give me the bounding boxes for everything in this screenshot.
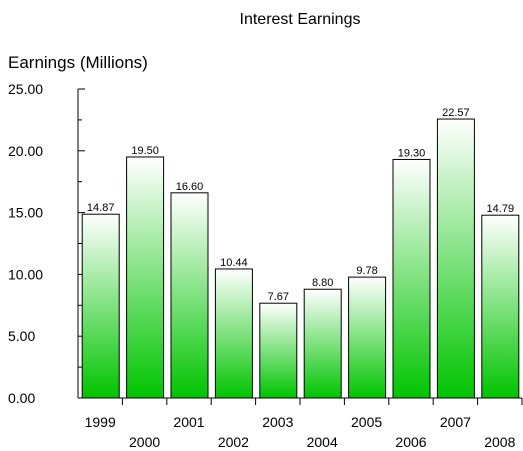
data-label-2003: 7.67: [268, 291, 289, 303]
y-axis: 0.00 5.00 10.00 15.00 20.00 25.00: [8, 81, 85, 406]
x-tick-label-2007: 2007: [440, 414, 471, 430]
y-tick-label: 5.00: [8, 328, 35, 344]
x-axis: 1999 2000 2001 2002 2003 2004 2005 2006 2007 2008: [78, 397, 523, 450]
x-tick-label-2002: 2002: [218, 434, 249, 450]
x-tick-label-1999: 1999: [85, 414, 116, 430]
bar-2006: [392, 158, 431, 399]
bar-1999: [81, 213, 120, 399]
data-label-2005: 9.78: [356, 265, 377, 277]
data-label-2007: 22.57: [442, 107, 470, 119]
bars: [81, 118, 520, 399]
chart-title: Interest Earnings: [240, 11, 361, 28]
data-label-1999: 14.87: [87, 202, 115, 214]
x-tick-label-2006: 2006: [395, 434, 426, 450]
data-label-2001: 16.60: [176, 181, 204, 193]
bar-2001: [170, 192, 209, 399]
data-label-2000: 19.50: [131, 145, 159, 157]
data-label-2006: 19.30: [398, 147, 426, 159]
x-tick-label-2003: 2003: [262, 414, 293, 430]
data-label-2002: 10.44: [220, 257, 248, 269]
bar-2008: [481, 214, 520, 399]
x-tick-label-2000: 2000: [129, 434, 160, 450]
bar-2002: [214, 268, 253, 399]
x-tick-label-2004: 2004: [307, 434, 338, 450]
bar-2003: [259, 302, 298, 399]
bar-2000: [126, 156, 165, 399]
bar-2005: [348, 276, 387, 399]
y-tick-label: 25.00: [8, 81, 43, 97]
y-tick-label: 10.00: [8, 266, 43, 282]
data-labels: 14.87 19.50 16.60 10.44 7.67 8.80 9.78 19.30 22.…: [87, 107, 514, 303]
data-label-2004: 8.80: [312, 277, 333, 289]
bar-2007: [436, 118, 475, 399]
x-tick-label-2005: 2005: [351, 414, 382, 430]
x-tick-label-2001: 2001: [173, 414, 204, 430]
y-tick-label: 0.00: [8, 390, 35, 406]
y-tick-label: 15.00: [8, 205, 43, 221]
bar-2004: [303, 288, 342, 399]
data-label-2008: 14.79: [487, 203, 515, 215]
y-tick-label: 20.00: [8, 143, 43, 159]
y-axis-title: Earnings (Millions): [8, 53, 148, 72]
x-tick-label-2008: 2008: [484, 434, 515, 450]
